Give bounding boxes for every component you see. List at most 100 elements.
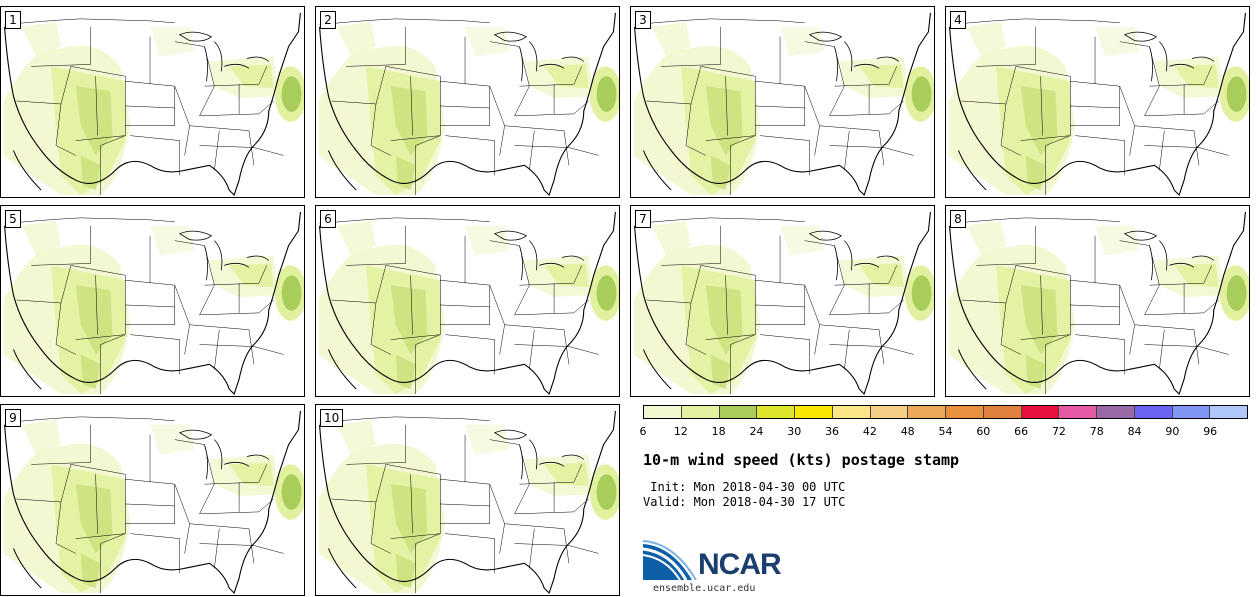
baja-coast [13,548,42,589]
great-lakes [493,31,585,82]
init-time: Init: Mon 2018-04-30 00 UTC [643,480,846,494]
ensemble-member-panel[interactable]: 7 [630,205,935,397]
great-lakes [178,31,270,82]
us-map [3,12,304,197]
state-borders [4,416,284,594]
great-lakes [808,31,900,82]
us-map [318,12,619,197]
ncar-logo-icon [642,540,697,581]
colorbar-segment [795,406,833,418]
colorbar-segment [719,406,758,418]
colorbar-tick-label: 12 [673,425,688,438]
member-number-label: 5 [5,210,21,228]
colorbar-tick-label: 78 [1089,425,1104,438]
coastline [4,12,301,197]
colorbar-tick-label: 54 [938,425,953,438]
us-map [3,410,304,595]
colorbar-tick-label: 96 [1203,425,1218,438]
wind-shading [633,21,934,196]
baja-coast [328,548,357,589]
baja-coast [643,349,672,390]
colorbar-tick-label: 72 [1051,425,1066,438]
great-lakes [178,230,270,281]
valid-time: Valid: Mon 2018-04-30 17 UTC [643,495,846,509]
state-borders [4,217,284,395]
us-map [318,211,619,396]
wind-shading [318,419,619,594]
member-number-label: 8 [950,210,966,228]
baja-coast [13,150,42,191]
colorbar-segment [908,406,946,418]
colorbar-tick-label: 48 [900,425,915,438]
us-map [3,211,304,396]
member-number-label: 1 [5,11,21,29]
state-borders [634,217,914,395]
ensemble-member-panel[interactable]: 5 [0,205,305,397]
ensemble-member-panel[interactable]: 4 [945,6,1250,198]
us-map [948,12,1249,197]
baja-coast [958,150,987,191]
coastline [319,211,616,396]
colorbar-segment [832,406,871,418]
coastline [634,12,931,197]
ensemble-member-panel[interactable]: 10 [315,404,620,596]
ensemble-member-panel[interactable]: 6 [315,205,620,397]
wind-shading [948,21,1249,196]
member-number-label: 10 [320,409,344,427]
colorbar-tick-label: 66 [1014,425,1029,438]
coastline [319,12,616,197]
great-lakes [493,230,585,281]
baja-coast [328,349,357,390]
colorbar-tick-label: 18 [711,425,726,438]
colorbar-tick-label: 6 [639,425,647,438]
wind-shading [633,220,934,395]
colorbar-segment [1097,406,1135,418]
us-map [633,211,934,396]
wind-shading [3,419,304,594]
member-number-label: 2 [320,11,336,29]
site-url: ensemble.ucar.edu [653,583,756,594]
ncar-logo-text: NCAR [698,548,782,581]
coastline [949,211,1246,396]
great-lakes [808,230,900,281]
colorbar-segment [1172,406,1211,418]
ensemble-member-panel[interactable]: 9 [0,404,305,596]
wind-shading [3,220,304,395]
colorbar-segment [946,406,984,418]
colorbar-segment [681,406,720,418]
great-lakes [1123,31,1215,82]
colorbar-tick-label: 60 [976,425,991,438]
member-number-label: 9 [5,409,21,427]
coastline [4,410,301,595]
colorbar-segment [870,406,909,418]
state-borders [634,18,914,196]
member-number-label: 7 [635,210,651,228]
ensemble-member-panel[interactable]: 1 [0,6,305,198]
colorbar [643,405,1248,419]
colorbar-tick-label: 42 [862,425,877,438]
ensemble-member-panel[interactable]: 8 [945,205,1250,397]
colorbar-tick-label: 24 [749,425,764,438]
baja-coast [643,150,672,191]
ensemble-member-panel[interactable]: 3 [630,6,935,198]
coastline [4,211,301,396]
coastline [634,211,931,396]
colorbar-tick-label: 36 [825,425,840,438]
coastline [949,12,1246,197]
colorbar-segment [1210,406,1247,418]
wind-shading [3,21,304,196]
great-lakes [178,429,270,480]
ensemble-member-panel[interactable]: 2 [315,6,620,198]
us-map [633,12,934,197]
wind-shading [318,21,619,196]
great-lakes [493,429,585,480]
state-borders [319,18,599,196]
colorbar-segment [644,406,682,418]
member-number-label: 3 [635,11,651,29]
colorbar-segment [983,406,1022,418]
colorbar-segment [757,406,795,418]
figure-title: 10-m wind speed (kts) postage stamp [643,451,960,469]
state-borders [319,217,599,395]
member-number-label: 6 [320,210,336,228]
colorbar-tick-label: 84 [1127,425,1142,438]
